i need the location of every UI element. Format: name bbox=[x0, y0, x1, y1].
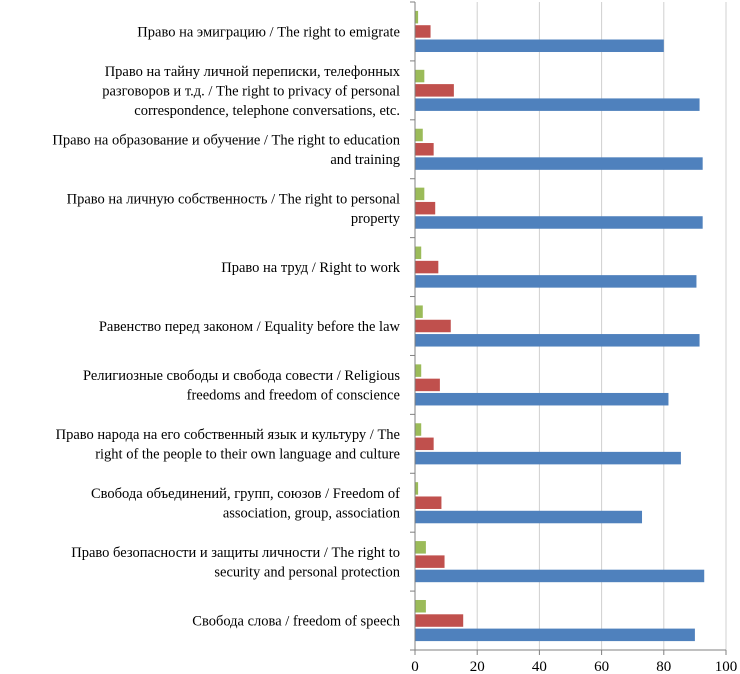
category-label: Право на тайну личной переписки, телефон… bbox=[102, 64, 401, 119]
bar-cat10-series2 bbox=[415, 628, 695, 642]
bar-cat2-series2 bbox=[415, 157, 703, 170]
category-label-line: Право на труд / Right to work bbox=[221, 260, 400, 276]
category-label-line: and training bbox=[330, 152, 400, 168]
x-tick-label: 20 bbox=[470, 659, 485, 674]
bar-cat3-series2 bbox=[415, 216, 703, 229]
bar-cat9-series2 bbox=[415, 569, 705, 583]
x-tick-label: 40 bbox=[532, 659, 547, 674]
category-label: Право на образование и обучение / The ri… bbox=[52, 133, 400, 169]
bar-cat2-series0 bbox=[415, 128, 423, 142]
category-label: Право безопасности и защиты личности / T… bbox=[71, 545, 400, 581]
category-label: Право на эмиграцию / The right to emigra… bbox=[137, 24, 400, 40]
category-label-line: right of the people to their own languag… bbox=[95, 447, 400, 463]
bar-cat1-series1 bbox=[415, 84, 454, 97]
bar-cat7-series2 bbox=[415, 451, 681, 465]
bar-cat4-series0 bbox=[415, 246, 422, 260]
category-label-line: Право безопасности и защиты личности / T… bbox=[71, 545, 400, 561]
category-labels: Право на эмиграцию / The right to emigra… bbox=[52, 24, 400, 629]
category-label-line: разговоров и т.д. / The right to privacy… bbox=[102, 83, 400, 99]
bar-cat9-series0 bbox=[415, 541, 426, 554]
category-label: Право на личную собственность / The righ… bbox=[67, 191, 401, 227]
bar-cat5-series1 bbox=[415, 319, 451, 333]
bar-cat1-series2 bbox=[415, 98, 700, 111]
category-label-line: Право на личную собственность / The righ… bbox=[67, 191, 400, 207]
bar-cat0-series0 bbox=[415, 10, 419, 24]
bar-cat6-series2 bbox=[415, 392, 669, 406]
category-label-line: Право на эмиграцию / The right to emigra… bbox=[137, 24, 400, 40]
category-label-line: Право на образование и обучение / The ri… bbox=[52, 133, 400, 149]
category-label: Свобода слова / freedom of speech bbox=[192, 614, 400, 630]
category-label: Свобода объединений, групп, союзов / Fre… bbox=[91, 486, 401, 522]
bar-cat3-series0 bbox=[415, 187, 425, 201]
x-tick-label: 100 bbox=[715, 659, 738, 674]
x-tick-label: 0 bbox=[411, 659, 419, 674]
category-label-line: freedoms and freedom of conscience bbox=[187, 388, 400, 404]
bar-cat8-series1 bbox=[415, 496, 442, 509]
category-label: Религиозные свободы и свобода совести / … bbox=[83, 368, 400, 404]
category-label-line: Право народа на его собственный язык и к… bbox=[56, 427, 400, 443]
category-label-line: Религиозные свободы и свобода совести / … bbox=[83, 368, 400, 384]
bar-cat0-series2 bbox=[415, 39, 664, 53]
bar-cat3-series1 bbox=[415, 201, 436, 215]
bar-cat5-series2 bbox=[415, 334, 700, 347]
bar-cat4-series1 bbox=[415, 260, 439, 274]
category-label-line: property bbox=[351, 211, 401, 227]
category-label-line: association, group, association bbox=[223, 505, 401, 521]
category-label-line: correspondence, telephone conversations,… bbox=[134, 103, 400, 119]
bar-cat1-series0 bbox=[415, 69, 425, 83]
bar-cat10-series0 bbox=[415, 599, 426, 613]
category-label-line: Право на тайну личной переписки, телефон… bbox=[105, 64, 401, 80]
bar-cat7-series0 bbox=[415, 423, 422, 436]
category-label-line: Свобода слова / freedom of speech bbox=[192, 614, 400, 630]
bar-cat8-series0 bbox=[415, 482, 419, 495]
bars bbox=[415, 10, 705, 642]
tick-labels: 0 20 40 60 80 100 bbox=[411, 659, 737, 674]
axes bbox=[410, 1, 727, 655]
category-label: Равенство перед законом / Equality befor… bbox=[99, 319, 401, 335]
bar-cat2-series1 bbox=[415, 143, 434, 156]
x-tick-label: 80 bbox=[656, 659, 671, 674]
bar-cat0-series1 bbox=[415, 25, 431, 38]
bar-cat10-series1 bbox=[415, 614, 464, 627]
category-label-line: Свобода объединений, групп, союзов / Fre… bbox=[91, 486, 400, 502]
bar-cat6-series1 bbox=[415, 378, 440, 392]
category-label-line: Равенство перед законом / Equality befor… bbox=[99, 319, 401, 335]
category-label: Право на труд / Right to work bbox=[221, 260, 400, 276]
bar-cat9-series1 bbox=[415, 555, 445, 568]
bar-cat8-series2 bbox=[415, 510, 643, 524]
bar-cat5-series0 bbox=[415, 305, 423, 318]
category-label: Право народа на его собственный язык и к… bbox=[56, 427, 400, 463]
bar-cat7-series1 bbox=[415, 437, 434, 451]
category-label-line: security and personal protection bbox=[214, 564, 400, 580]
x-tick-label: 60 bbox=[594, 659, 609, 674]
bar-cat6-series0 bbox=[415, 364, 422, 377]
bar-cat4-series2 bbox=[415, 275, 697, 288]
